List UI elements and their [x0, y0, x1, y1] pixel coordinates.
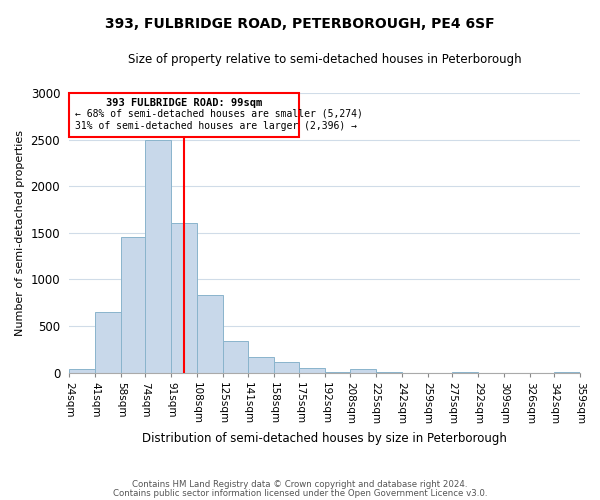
- Bar: [350, 369, 376, 372]
- Bar: [145, 140, 172, 372]
- Bar: [299, 368, 325, 372]
- Text: 393 FULBRIDGE ROAD: 99sqm: 393 FULBRIDGE ROAD: 99sqm: [106, 98, 262, 108]
- Bar: [69, 369, 95, 372]
- Bar: [274, 362, 299, 372]
- Bar: [248, 357, 274, 372]
- Y-axis label: Number of semi-detached properties: Number of semi-detached properties: [15, 130, 25, 336]
- Bar: [121, 238, 145, 372]
- Text: 31% of semi-detached houses are larger (2,396) →: 31% of semi-detached houses are larger (…: [76, 120, 358, 130]
- X-axis label: Distribution of semi-detached houses by size in Peterborough: Distribution of semi-detached houses by …: [142, 432, 507, 445]
- FancyBboxPatch shape: [69, 93, 299, 137]
- Bar: [95, 312, 121, 372]
- Text: ← 68% of semi-detached houses are smaller (5,274): ← 68% of semi-detached houses are smalle…: [76, 108, 363, 118]
- Text: Contains HM Land Registry data © Crown copyright and database right 2024.: Contains HM Land Registry data © Crown c…: [132, 480, 468, 489]
- Bar: [197, 295, 223, 372]
- Text: Contains public sector information licensed under the Open Government Licence v3: Contains public sector information licen…: [113, 489, 487, 498]
- Bar: [223, 341, 248, 372]
- Bar: [172, 224, 197, 372]
- Text: 393, FULBRIDGE ROAD, PETERBOROUGH, PE4 6SF: 393, FULBRIDGE ROAD, PETERBOROUGH, PE4 6…: [105, 18, 495, 32]
- Title: Size of property relative to semi-detached houses in Peterborough: Size of property relative to semi-detach…: [128, 52, 521, 66]
